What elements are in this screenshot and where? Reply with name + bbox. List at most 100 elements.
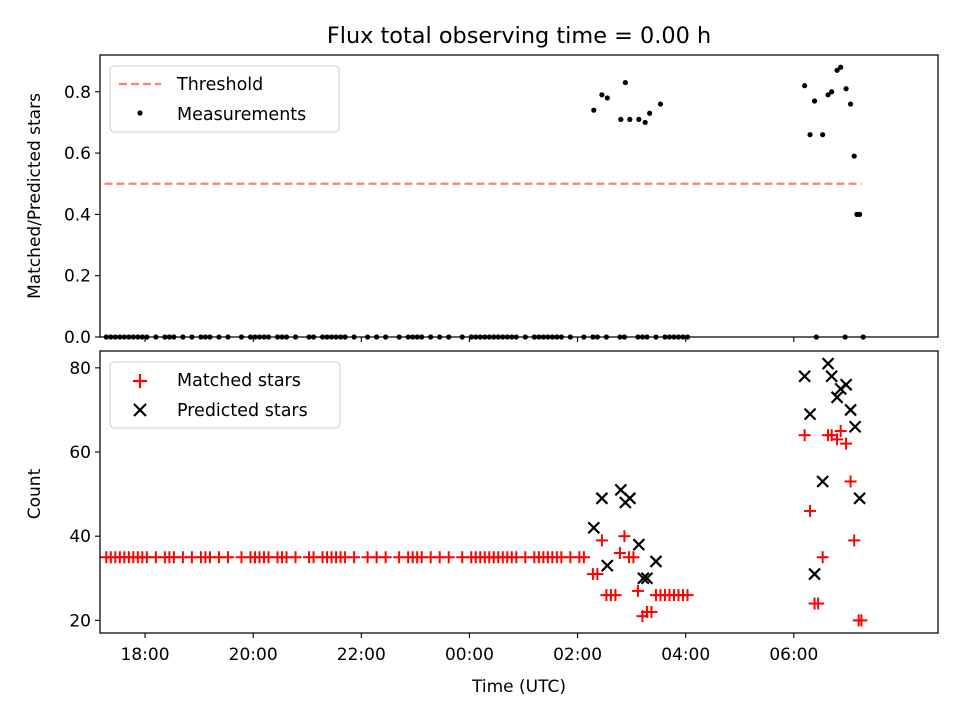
measurement-point [642,119,648,126]
measurement-point [820,132,826,138]
matched-star-point [681,589,694,602]
bottom-x-axis-label: Time (UTC) [471,677,566,697]
measurement-point [847,101,854,107]
measurements-legend-swatch [137,110,143,116]
predicted-star-point [844,403,857,417]
measurement-point [811,98,818,104]
measurement-point [599,92,605,98]
bottom-x-tick-label: 22:00 [337,645,386,665]
bottom-y-tick-label: 60 [69,443,91,463]
predicted-star-point [808,567,821,581]
top-legend: Threshold Measurements [109,65,340,133]
measurement-point [802,83,808,89]
bottom-y-tick-label: 20 [69,611,91,631]
matched-star-point [221,551,234,564]
measurement-point [657,101,664,107]
matched-stars-legend-swatch [133,374,147,388]
predicted-star-point [637,572,650,585]
predicted-stars-legend-swatch [133,403,147,417]
matched-star-point [442,551,455,564]
predicted-star-point [839,378,853,391]
top-y-tick-label: 0.8 [64,83,91,103]
bottom-x-axis-ticks: 18:00 20:00 22:00 00:00 02:00 04:00 06:00 [121,633,818,665]
measurements-legend-label: Measurements [177,105,306,125]
measurement-point [843,86,849,92]
measurement-point [857,211,863,217]
top-y-tick-label: 0.0 [64,328,91,348]
predicted-star-point [595,492,609,505]
matched-star-point [831,433,844,446]
predicted-star-point [825,369,838,383]
matched-star-point [591,568,604,581]
top-y-tick-label: 0.4 [64,205,91,225]
matched-star-point [798,429,811,442]
bottom-y-tick-label: 80 [69,359,91,379]
measurement-point [825,92,831,98]
measurement-point [838,64,844,70]
measurement-point [851,153,857,159]
top-y-tick-label: 0.6 [64,144,91,164]
predicted-star-point [587,521,601,535]
matched-stars-legend-label: Matched stars [177,371,301,391]
matched-star-point [289,551,302,564]
measurement-point [627,116,633,122]
matched-star-point [613,547,626,560]
bottom-x-tick-label: 04:00 [661,645,710,665]
predicted-star-point [803,407,817,421]
bottom-legend: Matched stars Predicted stars [109,361,341,429]
bottom-x-tick-label: 18:00 [121,645,170,665]
predicted-stars-legend-label: Predicted stars [177,401,308,421]
matched-star-point [577,551,590,564]
predicted-star-point [601,559,614,572]
bottom-plot-marks [100,357,868,627]
measurement-point [829,89,835,95]
matched-star-point [618,530,631,543]
top-legend-box [109,65,340,133]
matched-star-point [834,424,847,437]
bottom-y-axis-label: Count [25,468,45,519]
matched-star-point [609,589,622,602]
predicted-star-point [830,391,844,404]
measurement-point [604,95,610,101]
top-plot-panel: 0.00.20.40.60.8 Matched/Predicted stars … [25,54,939,348]
measurement-point [834,67,840,73]
measurement-point [622,79,628,86]
bottom-y-axis-ticks: 20 40 60 80 [69,359,100,631]
bottom-y-tick-label: 40 [69,527,91,547]
bottom-x-tick-label: 02:00 [553,645,602,665]
predicted-star-point [798,369,811,383]
matched-star-point [812,597,825,610]
top-y-axis-label: Matched/Predicted stars [25,93,45,299]
predicted-star-point [640,572,654,585]
bottom-legend-box [109,361,341,429]
matched-star-point [844,475,857,488]
matched-star-point [595,534,608,547]
matched-star-point [348,551,361,564]
measurement-point [647,110,653,116]
bottom-x-tick-label: 20:00 [229,645,278,665]
matched-star-point [855,614,868,627]
bottom-x-tick-label: 00:00 [445,645,494,665]
matched-star-point [840,437,853,450]
matched-star-point [645,605,658,618]
matched-star-point [627,551,640,564]
predicted-star-point [649,555,663,568]
measurement-point [618,116,624,122]
matched-star-point [816,551,829,564]
predicted-star-point [853,492,866,505]
top-plot-frame [99,54,939,338]
predicted-star-point [623,492,637,505]
matched-star-point [631,584,644,597]
bottom-x-tick-label: 06:00 [769,645,818,665]
top-y-tick-label: 0.2 [64,267,91,287]
measurement-point [636,116,642,122]
top-chart-title: Flux total observing time = 0.00 h [327,23,711,49]
measurement-point [591,107,597,113]
bottom-plot-panel: 20 40 60 80 18:00 20:00 22:00 00:00 02:00 04:00 0… [25,350,939,697]
top-y-axis-ticks: 0.0 0.2 0.4 0.6 0.8 [64,83,100,348]
matched-star-point [379,551,392,564]
threshold-legend-label: Threshold [176,75,263,95]
predicted-star-point [816,475,829,488]
measurement-point [807,132,813,138]
predicted-star-point [848,420,862,434]
